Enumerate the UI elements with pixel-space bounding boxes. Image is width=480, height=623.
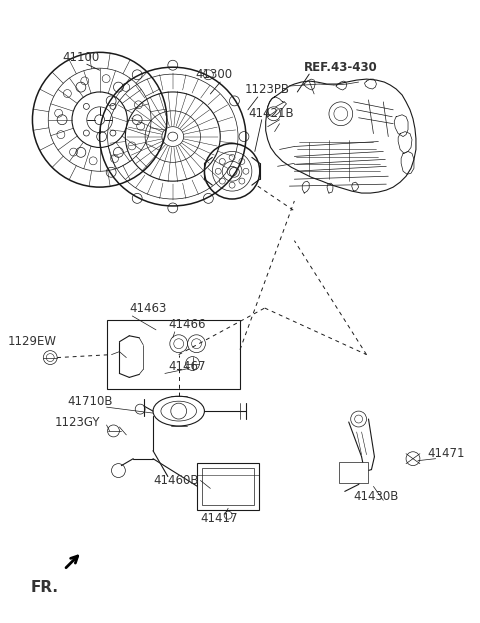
Bar bbox=[203, 468, 254, 505]
Text: 1123PB: 1123PB bbox=[245, 83, 290, 97]
Text: 1129EW: 1129EW bbox=[8, 335, 57, 348]
Bar bbox=[107, 320, 240, 389]
Text: 41100: 41100 bbox=[62, 51, 99, 64]
Text: 41710B: 41710B bbox=[67, 395, 112, 407]
Text: 41463: 41463 bbox=[129, 302, 167, 315]
Text: 41460B: 41460B bbox=[153, 474, 199, 487]
Text: 41467: 41467 bbox=[169, 360, 206, 373]
Text: REF.43-430: REF.43-430 bbox=[304, 60, 378, 74]
Text: 41421B: 41421B bbox=[248, 107, 294, 120]
Text: 41471: 41471 bbox=[428, 447, 465, 460]
Bar bbox=[339, 462, 369, 483]
Text: 41430B: 41430B bbox=[354, 490, 399, 503]
Text: 41300: 41300 bbox=[195, 68, 233, 80]
Text: FR.: FR. bbox=[30, 580, 59, 595]
Text: 1123GY: 1123GY bbox=[54, 417, 100, 429]
Text: 41466: 41466 bbox=[169, 318, 206, 331]
Text: 41417: 41417 bbox=[201, 511, 238, 525]
Bar bbox=[197, 463, 259, 510]
